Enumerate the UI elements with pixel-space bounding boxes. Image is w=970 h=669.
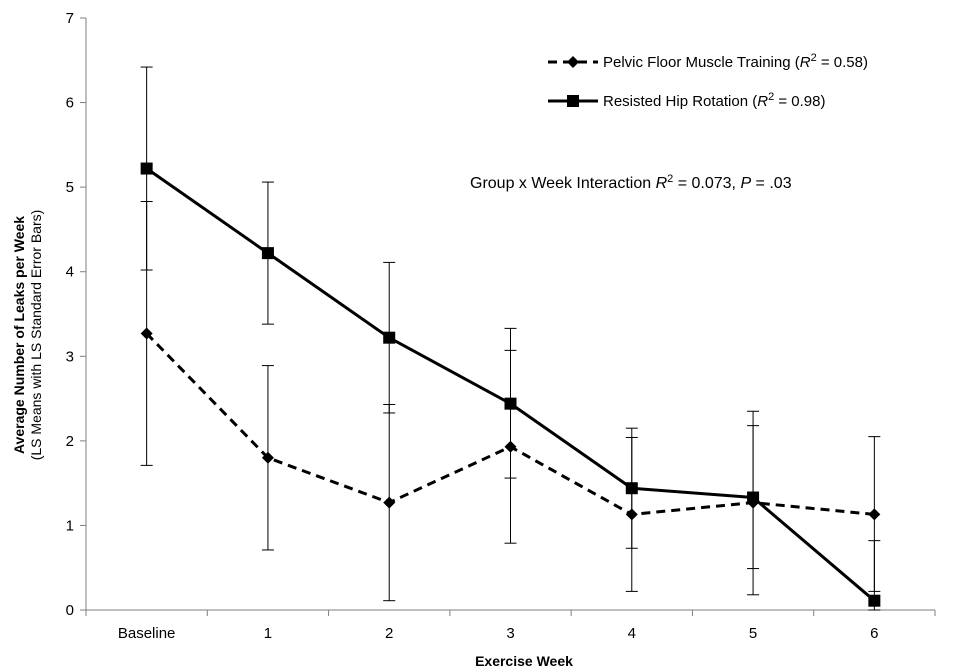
data-point-square (140, 162, 153, 175)
legend-item-pfmt: Pelvic Floor Muscle Training (R2 = 0.58) (548, 52, 868, 71)
data-point-square (747, 491, 760, 504)
y-axis-title: Average Number of Leaks per Week (11, 216, 27, 454)
y-tick-label: 1 (66, 517, 74, 534)
legend-marker-rhr (567, 95, 579, 107)
data-point-diamond (504, 440, 517, 453)
x-tick-label: 2 (385, 625, 393, 642)
x-tick-label: 1 (264, 625, 272, 642)
data-point-diamond (625, 508, 638, 521)
x-tick-label: 5 (749, 625, 757, 642)
legend-label-pfmt: Pelvic Floor Muscle Training (R2 = 0.58) (603, 52, 868, 71)
legend-item-rhr: Resisted Hip Rotation (R2 = 0.98) (548, 91, 826, 110)
x-axis-title: Exercise Week (475, 653, 573, 669)
data-point-square (625, 482, 638, 495)
data-point-diamond (383, 496, 396, 509)
y-tick-label: 5 (66, 179, 74, 196)
y-tick-label: 7 (66, 10, 74, 27)
y-axis-subtitle: (LS Means with LS Standard Error Bars) (28, 210, 44, 461)
y-tick-label: 4 (66, 264, 74, 281)
x-tick-label: 3 (506, 625, 514, 642)
data-point-diamond (261, 451, 274, 464)
y-tick-label: 0 (66, 602, 74, 619)
series-markers (140, 162, 881, 607)
data-point-square (504, 397, 517, 410)
y-tick-label: 6 (66, 95, 74, 112)
legend-label-rhr: Resisted Hip Rotation (R2 = 0.98) (603, 91, 826, 110)
x-tick-label: 4 (628, 625, 636, 642)
y-tick-label: 3 (66, 348, 74, 365)
data-point-diamond (140, 327, 153, 340)
data-point-square (261, 247, 274, 260)
x-tick-label: 6 (870, 625, 878, 642)
data-point-square (868, 594, 881, 607)
x-tick-label: Baseline (118, 625, 176, 642)
y-tick-label: 2 (66, 433, 74, 450)
legend-marker-pfmt (567, 56, 579, 68)
error-bars (140, 66, 881, 611)
axes: 0 1 2 3 4 5 6 7 Baseline 1 2 3 4 5 6 (66, 10, 936, 642)
data-point-square (383, 331, 396, 344)
interaction-annotation: Group x Week Interaction R2 = 0.073, P =… (470, 173, 792, 192)
data-point-diamond (868, 508, 881, 521)
legend: Pelvic Floor Muscle Training (R2 = 0.58)… (548, 52, 868, 110)
